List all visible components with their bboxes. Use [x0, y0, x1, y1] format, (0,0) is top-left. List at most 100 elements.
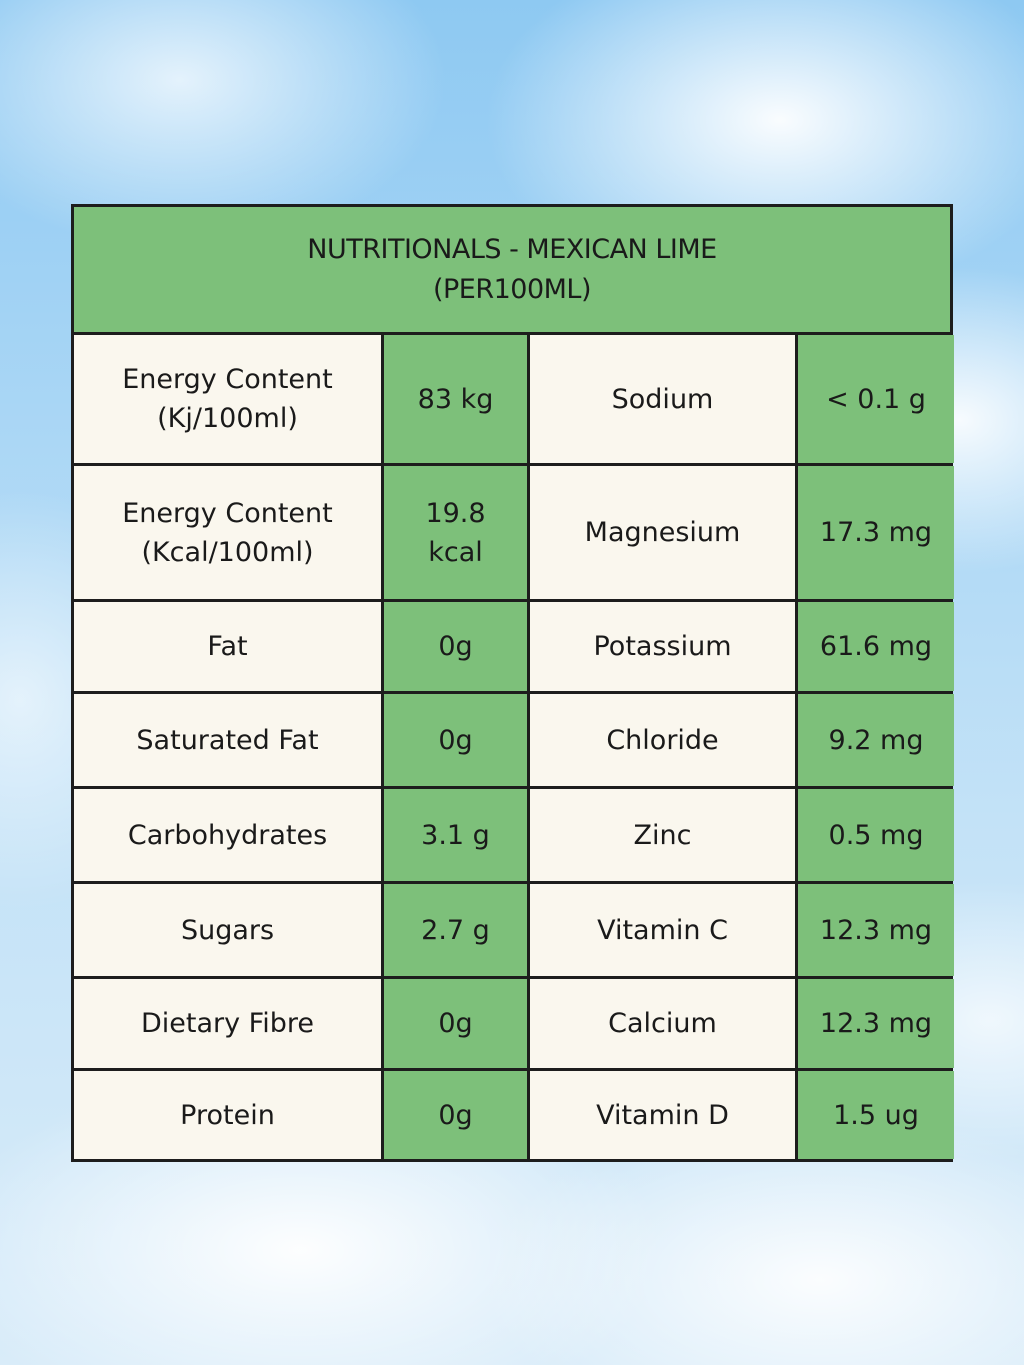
nutrient-value: 1.5 ug — [833, 1096, 919, 1135]
nutrient-label-line: Saturated Fat — [136, 724, 319, 756]
nutrient-value: 83 kg — [418, 380, 494, 419]
nutrient-label: Carbohydrates — [128, 816, 327, 855]
nutrient-label-line: Vitamin D — [596, 1099, 729, 1131]
nutrient-value-cell: 3.1 g — [384, 789, 527, 881]
nutrient-value-cell: 0.5 mg — [798, 789, 954, 881]
nutrient-value-line: 9.2 mg — [828, 724, 924, 756]
nutrient-label: Calcium — [608, 1004, 717, 1043]
nutrient-value-cell: 61.6 mg — [798, 602, 954, 691]
nutrient-label-cell: Zinc — [530, 789, 795, 881]
nutrient-value-line: 0g — [438, 724, 473, 756]
nutrient-value: 0g — [438, 721, 472, 760]
nutrient-value: 12.3 mg — [820, 1004, 932, 1043]
nutrient-label-cell: Chloride — [530, 694, 795, 786]
nutrient-value-cell: 0g — [384, 694, 527, 786]
nutrient-label-line: Sugars — [180, 914, 275, 946]
nutrient-value-cell: 19.8 kcal — [384, 466, 527, 599]
nutrient-label-cell: Vitamin C — [530, 884, 795, 976]
table-subtitle: (PER100ML) — [432, 273, 592, 305]
nutrient-value-line: 19.8 — [425, 497, 486, 529]
nutrient-label-cell: Calcium — [530, 979, 795, 1068]
nutrient-value: 19.8 kcal — [425, 494, 485, 572]
nutrient-label-line: Potassium — [593, 631, 732, 662]
nutrient-value-line: 2.7 g — [421, 914, 490, 946]
nutrient-label-line: Energy Content — [122, 364, 333, 395]
nutrient-label: Vitamin C — [597, 911, 728, 950]
nutrient-label-cell: Magnesium — [530, 466, 795, 599]
nutrient-label: Magnesium — [585, 513, 741, 552]
nutrient-value-cell: 1.5 ug — [798, 1071, 954, 1159]
nutrient-label: Vitamin D — [596, 1096, 729, 1135]
nutrient-label: Energy Content (Kj/100ml) — [122, 360, 333, 438]
nutrient-label-line: Zinc — [633, 819, 692, 851]
nutrient-label-cell: Fat — [74, 602, 381, 691]
nutrient-value: 0.5 mg — [829, 816, 924, 855]
nutrient-value: 2.7 g — [421, 911, 490, 950]
table-header: NUTRITIONALS - MEXICAN LIME (PER100ML) — [74, 207, 950, 335]
nutrient-value: 0g — [438, 1004, 472, 1043]
nutrition-table: NUTRITIONALS - MEXICAN LIME (PER100ML) E… — [71, 204, 954, 1162]
nutrient-value: 61.6 mg — [820, 627, 932, 666]
nutrient-value-line: 17.3 mg — [819, 517, 933, 548]
nutrient-label-cell: Energy Content (Kj/100ml) — [74, 335, 381, 463]
nutrient-value-cell: < 0.1 g — [798, 335, 954, 463]
nutrient-label-cell: Protein — [74, 1071, 381, 1159]
nutrient-label-line: Energy Content — [122, 497, 333, 529]
nutrient-value-line: 0g — [438, 1008, 473, 1039]
nutrient-value-line: 3.1 g — [421, 819, 490, 851]
nutrient-label-cell: Carbohydrates — [74, 789, 381, 881]
nutrient-value-cell: 83 kg — [384, 335, 527, 463]
nutrient-label: Saturated Fat — [136, 721, 318, 760]
nutrient-value: 12.3 mg — [820, 911, 932, 950]
nutrient-label-line: Vitamin C — [597, 914, 728, 946]
nutrient-label-line: (Kcal/100ml) — [141, 536, 314, 568]
nutrient-label-cell: Dietary Fibre — [74, 979, 381, 1068]
nutrient-label: Sugars — [181, 911, 274, 950]
nutrient-label-cell: Vitamin D — [530, 1071, 795, 1159]
nutrient-label-cell: Potassium — [530, 602, 795, 691]
nutrient-value-line: 0g — [438, 1099, 473, 1131]
table-title: NUTRITIONALS - MEXICAN LIME — [307, 233, 717, 265]
nutrient-label-line: (Kj/100ml) — [157, 403, 298, 434]
nutrient-value-cell: 9.2 mg — [798, 694, 954, 786]
nutrient-value-cell: 0g — [384, 602, 527, 691]
nutrient-label-cell: Saturated Fat — [74, 694, 381, 786]
nutrient-label-line: Chloride — [606, 724, 719, 756]
nutrient-label: Chloride — [606, 721, 718, 760]
nutrient-label-cell: Sugars — [74, 884, 381, 976]
nutrient-label-line: Dietary Fibre — [140, 1008, 315, 1039]
nutrient-value-cell: 17.3 mg — [798, 466, 954, 599]
nutrient-value-line: 0.5 mg — [828, 819, 924, 851]
nutrient-value-cell: 12.3 mg — [798, 884, 954, 976]
nutrient-value-cell: 2.7 g — [384, 884, 527, 976]
nutrient-value-line: 61.6 mg — [819, 631, 933, 662]
nutrient-label: Protein — [180, 1096, 275, 1135]
nutrient-value-cell: 0g — [384, 1071, 527, 1159]
nutrient-label-line: Fat — [207, 631, 248, 662]
nutrient-label-line: Calcium — [608, 1008, 717, 1039]
nutrient-label-line: Carbohydrates — [127, 819, 328, 851]
nutrition-grid: Energy Content (Kj/100ml) 83 kg Sodium < 0.1… — [74, 335, 954, 1159]
nutrient-label: Sodium — [612, 380, 714, 419]
nutrient-label-cell: Sodium — [530, 335, 795, 463]
nutrient-label: Dietary Fibre — [141, 1004, 314, 1043]
nutrient-value: < 0.1 g — [826, 380, 926, 419]
nutrient-value-cell: 0g — [384, 979, 527, 1068]
nutrient-value-line: 12.3 mg — [819, 1008, 933, 1039]
nutrient-value-line: 83 kg — [417, 383, 494, 415]
nutrient-value-line: kcal — [428, 536, 483, 568]
nutrient-label-line: Protein — [180, 1099, 275, 1131]
nutrient-label: Fat — [207, 627, 247, 666]
nutrient-value: 9.2 mg — [829, 721, 924, 760]
nutrient-label-cell: Energy Content (Kcal/100ml) — [74, 466, 381, 599]
nutrient-label: Energy Content (Kcal/100ml) — [122, 494, 333, 572]
nutrient-label: Zinc — [634, 816, 692, 855]
nutrient-label: Potassium — [593, 627, 731, 666]
nutrient-value: 0g — [438, 627, 472, 666]
nutrient-label-line: Sodium — [611, 383, 714, 415]
nutrient-value-line: 12.3 mg — [819, 914, 933, 946]
nutrient-value-cell: 12.3 mg — [798, 979, 954, 1068]
nutrient-value: 0g — [438, 1096, 472, 1135]
nutrient-value: 3.1 g — [421, 816, 490, 855]
nutrient-value-line: 1.5 ug — [833, 1099, 919, 1131]
